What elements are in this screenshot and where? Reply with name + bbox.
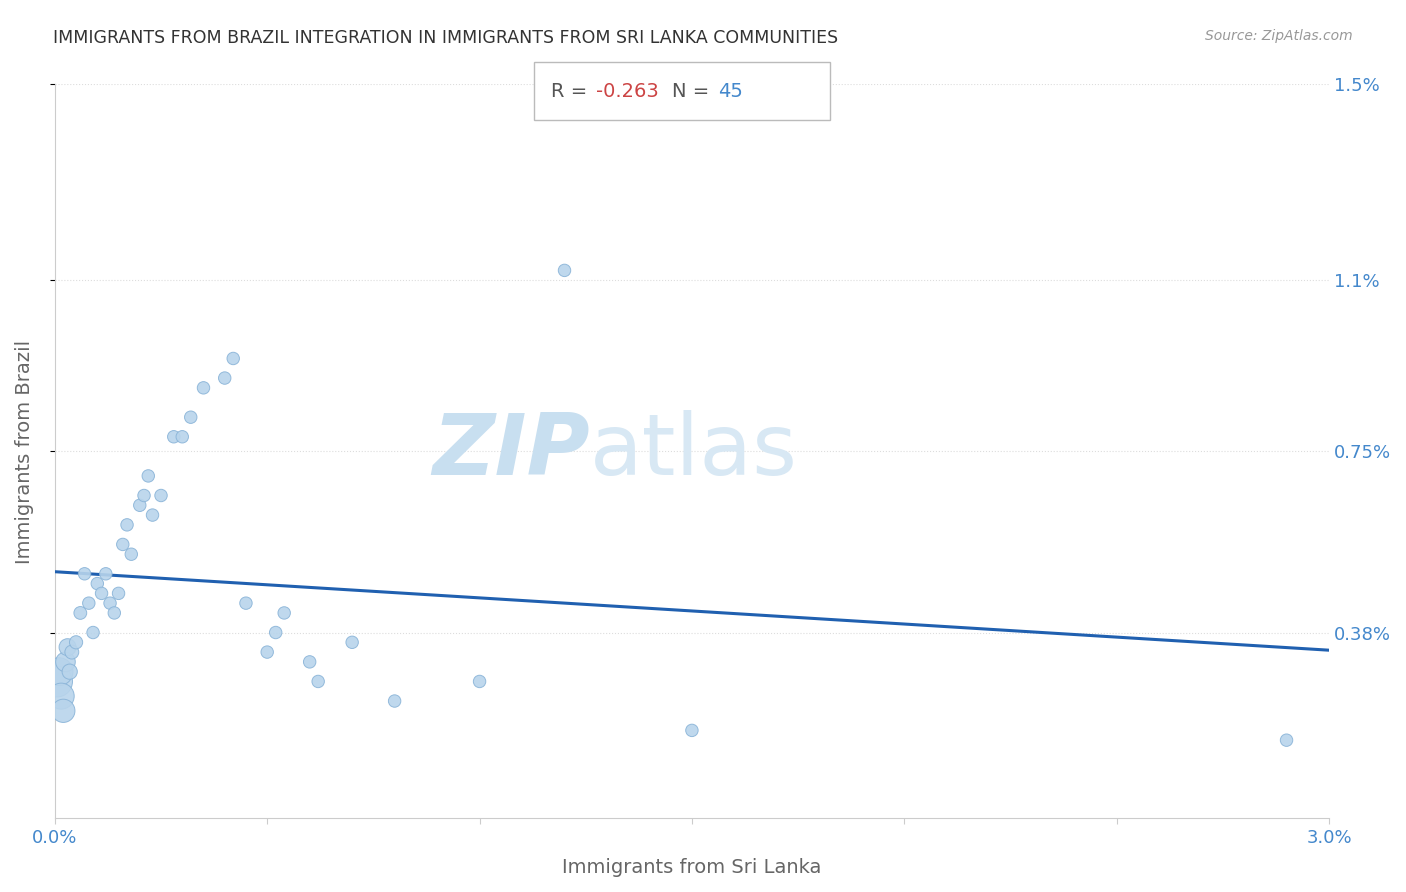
Point: [120, 547, 142, 561]
Point: [193, 381, 215, 395]
Point: [273, 606, 295, 620]
Point: [107, 586, 129, 600]
Point: [180, 410, 202, 425]
Point: [55, 655, 77, 669]
Text: IMMIGRANTS FROM BRAZIL INTEGRATION IN IMMIGRANTS FROM SRI LANKA COMMUNITIES: IMMIGRANTS FROM BRAZIL INTEGRATION IN IM…: [53, 29, 838, 46]
Y-axis label: Immigrants from Brazil: Immigrants from Brazil: [15, 339, 34, 564]
Point: [56, 640, 79, 655]
Text: atlas: atlas: [591, 410, 799, 493]
Point: [132, 488, 155, 502]
Point: [681, 723, 703, 738]
Point: [90, 586, 112, 600]
Point: [214, 371, 236, 385]
Point: [128, 498, 150, 512]
Point: [59, 665, 82, 679]
Point: [48, 665, 70, 679]
Point: [307, 674, 329, 689]
Point: [77, 596, 100, 610]
Point: [73, 566, 96, 581]
X-axis label: Immigrants from Sri Lanka: Immigrants from Sri Lanka: [562, 858, 821, 877]
Point: [136, 469, 159, 483]
Point: [264, 625, 287, 640]
Point: [163, 430, 186, 444]
Point: [94, 566, 117, 581]
Point: [141, 508, 163, 522]
Text: 45: 45: [718, 82, 744, 101]
Point: [46, 674, 69, 689]
Text: R =: R =: [551, 82, 593, 101]
Point: [82, 625, 104, 640]
Point: [1275, 733, 1298, 747]
Point: [235, 596, 257, 610]
Point: [340, 635, 363, 649]
Point: [52, 704, 75, 718]
Point: [69, 606, 91, 620]
Point: [298, 655, 321, 669]
Point: [111, 537, 134, 551]
Point: [98, 596, 121, 610]
Point: [222, 351, 245, 366]
Text: ZIP: ZIP: [433, 410, 591, 493]
Point: [115, 517, 138, 532]
Point: [60, 645, 83, 659]
Text: -0.263: -0.263: [596, 82, 659, 101]
Point: [384, 694, 406, 708]
Point: [468, 674, 491, 689]
Point: [150, 488, 173, 502]
Point: [103, 606, 125, 620]
Point: [256, 645, 278, 659]
Point: [553, 263, 575, 277]
Text: Source: ZipAtlas.com: Source: ZipAtlas.com: [1205, 29, 1353, 43]
Text: N =: N =: [672, 82, 716, 101]
Point: [172, 430, 194, 444]
Point: [65, 635, 87, 649]
Point: [86, 576, 108, 591]
Point: [51, 689, 73, 703]
